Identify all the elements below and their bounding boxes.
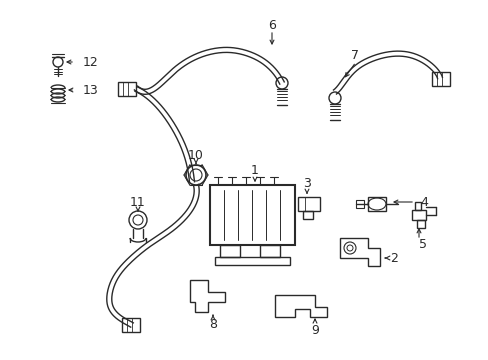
Bar: [367, 197, 385, 211]
Bar: [416, 220, 424, 228]
Bar: [220, 245, 240, 257]
Text: 13: 13: [83, 84, 99, 96]
Bar: [215, 257, 289, 265]
Text: 11: 11: [130, 195, 145, 208]
Bar: [431, 72, 449, 86]
Text: 8: 8: [208, 319, 217, 332]
Bar: [355, 200, 363, 208]
Text: 2: 2: [389, 252, 397, 265]
Bar: [297, 197, 319, 211]
Bar: [260, 245, 280, 257]
Bar: [411, 210, 425, 220]
Bar: [414, 202, 420, 210]
Text: 7: 7: [350, 49, 358, 62]
Text: 12: 12: [83, 55, 99, 68]
Text: 4: 4: [419, 195, 427, 208]
Bar: [303, 211, 312, 219]
Text: 6: 6: [267, 18, 275, 32]
Text: 1: 1: [250, 163, 259, 176]
Bar: [209, 185, 294, 245]
Text: 10: 10: [188, 149, 203, 162]
Text: 9: 9: [310, 324, 318, 337]
Text: 3: 3: [303, 176, 310, 189]
Bar: [118, 82, 136, 96]
Bar: [122, 318, 140, 332]
Text: 5: 5: [418, 239, 426, 252]
